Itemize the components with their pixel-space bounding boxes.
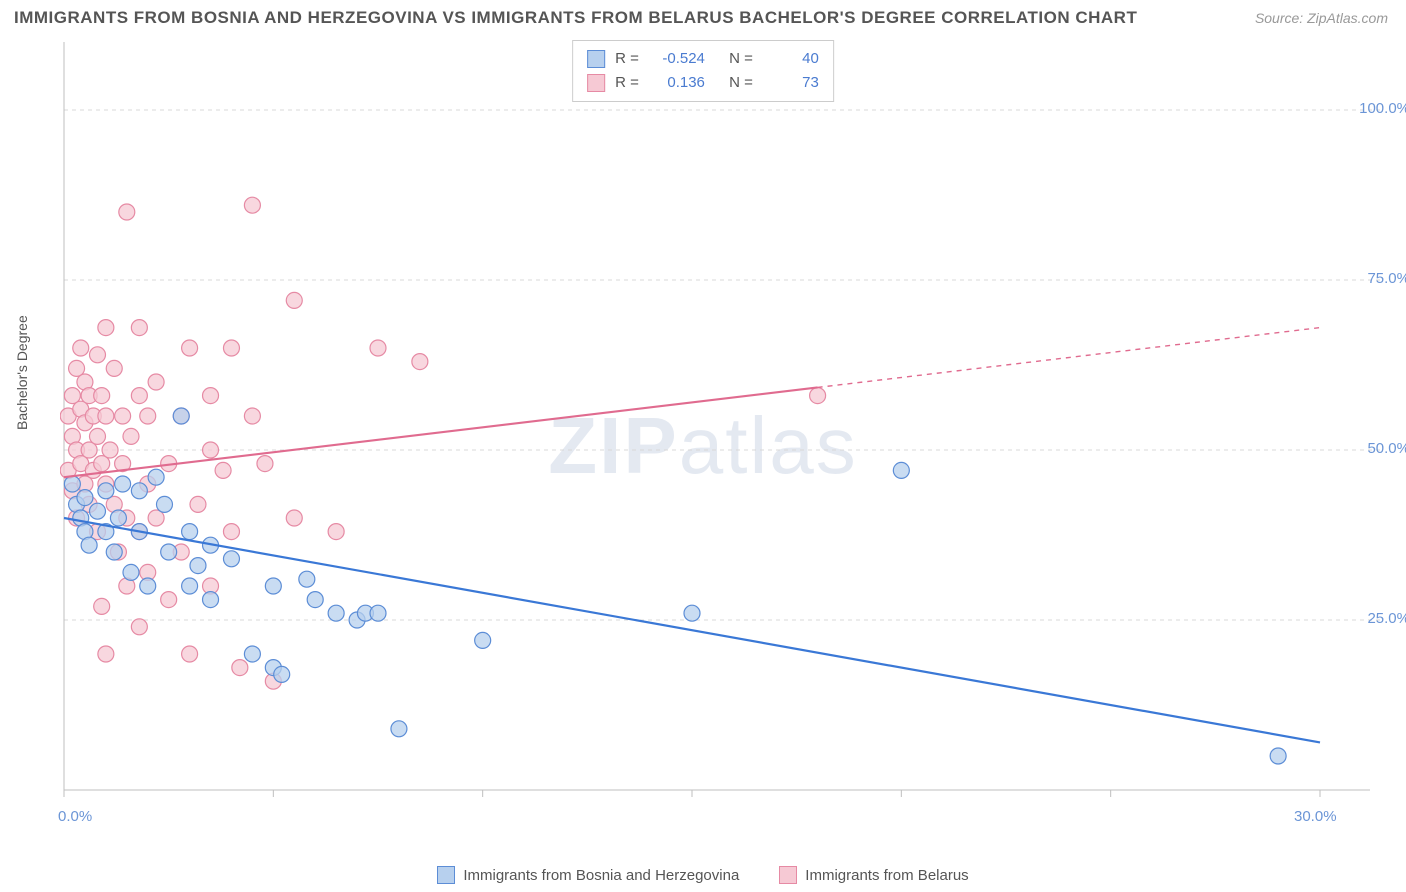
swatch-bosnia [437, 866, 455, 884]
r-value-belarus: 0.136 [649, 71, 705, 95]
legend-row-belarus: R = 0.136 N = 73 [587, 71, 819, 95]
legend-item-bosnia: Immigrants from Bosnia and Herzegovina [437, 866, 739, 884]
y-tick-label: 100.0% [1359, 100, 1406, 117]
n-value-bosnia: 40 [763, 47, 819, 71]
r-value-bosnia: -0.524 [649, 47, 705, 71]
legend-item-belarus: Immigrants from Belarus [779, 866, 968, 884]
swatch-belarus [587, 74, 605, 92]
y-tick-label: 75.0% [1367, 270, 1406, 287]
series-legend: Immigrants from Bosnia and Herzegovina I… [0, 866, 1406, 884]
scatter-chart [60, 40, 1380, 820]
n-value-belarus: 73 [763, 71, 819, 95]
source-label: Source: ZipAtlas.com [1255, 10, 1388, 26]
y-axis-label: Bachelor's Degree [14, 315, 30, 430]
swatch-belarus [779, 866, 797, 884]
n-label: N = [729, 47, 753, 71]
y-tick-label: 25.0% [1367, 610, 1406, 627]
legend-label-bosnia: Immigrants from Bosnia and Herzegovina [463, 867, 739, 884]
x-tick-label: 0.0% [58, 808, 92, 825]
swatch-bosnia [587, 50, 605, 68]
legend-label-belarus: Immigrants from Belarus [805, 867, 968, 884]
x-tick-label: 30.0% [1294, 808, 1337, 825]
r-label: R = [615, 71, 639, 95]
chart-title: IMMIGRANTS FROM BOSNIA AND HERZEGOVINA V… [14, 8, 1137, 28]
n-label: N = [729, 71, 753, 95]
r-label: R = [615, 47, 639, 71]
y-tick-label: 50.0% [1367, 440, 1406, 457]
correlation-legend: R = -0.524 N = 40 R = 0.136 N = 73 [572, 40, 834, 102]
chart-area: 25.0%50.0%75.0%100.0%0.0%30.0% [60, 40, 1380, 820]
legend-row-bosnia: R = -0.524 N = 40 [587, 47, 819, 71]
